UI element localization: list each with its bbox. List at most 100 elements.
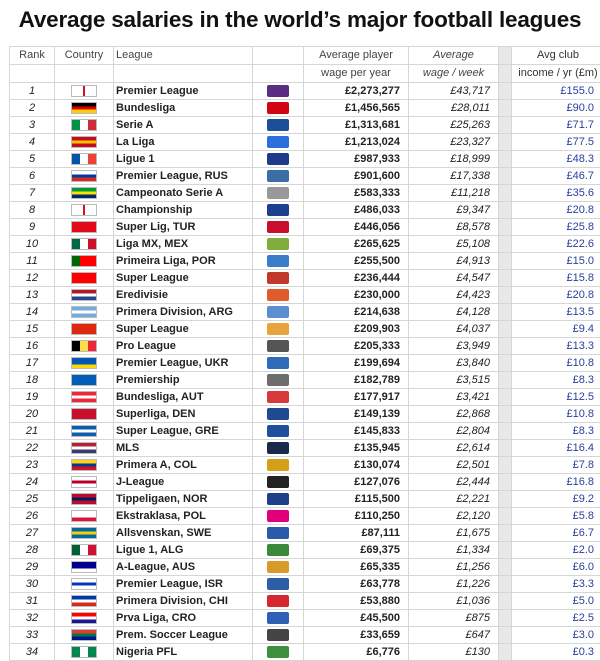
turkey-flag [71,221,97,233]
league-cell: Allsvenskan, SWE [114,525,253,542]
player-wage-cell: £236,444 [304,270,409,287]
sweden-flag [71,527,97,539]
header-row-2: wage per year wage / week income / yr (£… [10,65,600,83]
psl-logo [267,629,289,641]
prva-liga-logo [267,612,289,624]
mls-logo [267,442,289,454]
usa-flag [71,442,97,454]
rank-cell: 17 [10,355,55,372]
league-cell: Ligue 1, ALG [114,542,253,559]
league-cell: Primera Division, CHI [114,593,253,610]
argentina-primera-logo [267,306,289,318]
logo-cell [253,525,304,542]
logo-cell [253,83,304,100]
week-wage-cell: £8,578 [409,219,499,236]
week-wage-cell: £43,717 [409,83,499,100]
league-cell: Prem. Soccer League [114,627,253,644]
player-wage-cell: £33,659 [304,627,409,644]
player-wage-cell: £1,313,681 [304,117,409,134]
week-wage-cell: £4,547 [409,270,499,287]
spacer-column [499,270,512,287]
spacer-column [499,644,512,661]
club-income-cell: £12.5 [512,389,600,406]
rank-cell: 30 [10,576,55,593]
rank-cell: 3 [10,117,55,134]
player-wage-cell: £486,033 [304,202,409,219]
league-cell: La Liga [114,134,253,151]
logo-cell [253,627,304,644]
allsvenskan-logo [267,527,289,539]
country-cell [55,474,114,491]
country-cell [55,253,114,270]
club-income-cell: £90.0 [512,100,600,117]
algeria-flag [71,544,97,556]
rank-header: Rank [10,47,55,65]
spacer-column [499,457,512,474]
poland-flag [71,510,97,522]
logo-cell [253,474,304,491]
player-wage-subheader: wage per year [304,65,409,83]
country-cell [55,134,114,151]
week-wage-cell: £1,675 [409,525,499,542]
logo-cell [253,406,304,423]
rank-cell: 21 [10,423,55,440]
country-cell [55,202,114,219]
league-cell: Premier League, ISR [114,576,253,593]
logo-cell [253,321,304,338]
chile-flag [71,595,97,607]
week-wage-cell: £1,036 [409,593,499,610]
rank-cell: 25 [10,491,55,508]
logo-cell [253,117,304,134]
week-wage-cell: £2,614 [409,440,499,457]
league-cell: Nigeria PFL [114,644,253,661]
player-wage-cell: £446,056 [304,219,409,236]
player-wage-cell: £1,213,024 [304,134,409,151]
israel-flag [71,578,97,590]
club-income-cell: £16.4 [512,440,600,457]
league-cell: Primera Division, ARG [114,304,253,321]
country-cell [55,236,114,253]
australia-flag [71,561,97,573]
rank-cell: 22 [10,440,55,457]
austria-flag [71,391,97,403]
logo-cell [253,202,304,219]
spacer-column [499,338,512,355]
league-cell: Liga MX, MEX [114,236,253,253]
logo-cell [253,287,304,304]
club-income-cell: £22.6 [512,236,600,253]
rank-cell: 7 [10,185,55,202]
china-flag [71,323,97,335]
rank-cell: 8 [10,202,55,219]
week-wage-cell: £18,999 [409,151,499,168]
club-income-cell: £77.5 [512,134,600,151]
club-income-cell: £155.0 [512,83,600,100]
england-flag [71,204,97,216]
player-wage-cell: £135,945 [304,440,409,457]
rank-cell: 4 [10,134,55,151]
spacer-column [499,151,512,168]
week-wage-cell: £4,423 [409,287,499,304]
club-income-cell: £5.0 [512,593,600,610]
japan-flag [71,476,97,488]
week-wage-cell: £1,256 [409,559,499,576]
rank-cell: 1 [10,83,55,100]
chilean-primera-logo [267,595,289,607]
spain-flag [71,136,97,148]
header-row-1: Rank Country League Average player Avera… [10,47,600,65]
nigeria-flag [71,646,97,658]
rank-cell: 29 [10,559,55,576]
colombia-primera-logo [267,459,289,471]
player-wage-cell: £255,500 [304,253,409,270]
player-wage-cell: £182,789 [304,372,409,389]
